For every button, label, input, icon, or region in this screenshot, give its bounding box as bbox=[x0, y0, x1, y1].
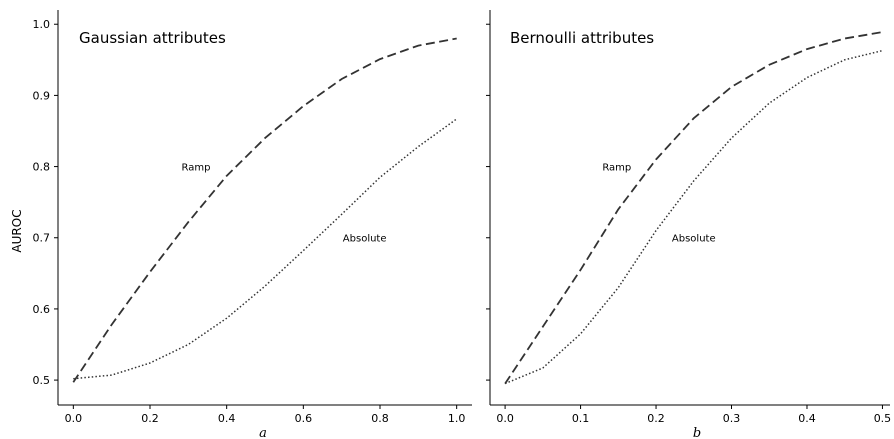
gaussian-absolute-label: Absolute bbox=[343, 234, 387, 245]
bernoulli-panel-title: Bernoulli attributes bbox=[510, 29, 654, 47]
bernoulli-x-axis-label: b bbox=[693, 426, 701, 439]
bernoulli-x-tick-label: 0.2 bbox=[647, 412, 665, 425]
bernoulli-x-tick-label: 0.3 bbox=[723, 412, 741, 425]
gaussian-ramp-line bbox=[72, 37, 457, 383]
gaussian-absolute-line bbox=[73, 118, 458, 380]
bernoulli-ramp-label: Ramp bbox=[602, 163, 631, 174]
gaussian-y-tick-label: 1.0 bbox=[33, 18, 51, 31]
gaussian-panel-title: Gaussian attributes bbox=[79, 29, 226, 47]
gaussian-x-tick-label: 1.0 bbox=[448, 412, 466, 425]
bernoulli-panel: Bernoulli attributes b 0.0 0.1 0.2 0.3 0.4 0.… bbox=[486, 10, 891, 439]
bernoulli-x-tick-label: 0.0 bbox=[496, 412, 514, 425]
gaussian-x-tick-label: 0.8 bbox=[371, 412, 389, 425]
gaussian-x-tick-label: 0.2 bbox=[141, 412, 159, 425]
gaussian-y-tick-label: 0.6 bbox=[33, 303, 51, 316]
bernoulli-x-tick-label: 0.4 bbox=[798, 412, 816, 425]
bernoulli-ramp-line bbox=[504, 31, 883, 385]
gaussian-x-tick-label: 0.6 bbox=[295, 412, 313, 425]
bernoulli-x-tick-label: 0.5 bbox=[874, 412, 892, 425]
gaussian-x-axis-label: a bbox=[259, 426, 267, 439]
gaussian-ramp-label: Ramp bbox=[182, 163, 211, 174]
gaussian-y-axis-label: AUROC bbox=[10, 209, 24, 252]
gaussian-y-tick-label: 0.9 bbox=[33, 89, 51, 102]
bernoulli-absolute-label: Absolute bbox=[672, 234, 716, 245]
gaussian-y-tick-label: 0.5 bbox=[33, 374, 51, 387]
gaussian-y-tick-label: 0.8 bbox=[33, 161, 51, 174]
bernoulli-absolute-line bbox=[504, 49, 883, 385]
gaussian-x-tick-label: 0.0 bbox=[65, 412, 83, 425]
gaussian-x-tick-label: 0.4 bbox=[218, 412, 236, 425]
gaussian-y-tick-label: 0.7 bbox=[33, 232, 51, 245]
bernoulli-x-tick-label: 0.1 bbox=[572, 412, 590, 425]
gaussian-panel: Gaussian attributes AUROC a 0.5 0.6 0.7 0.8… bbox=[10, 10, 472, 439]
